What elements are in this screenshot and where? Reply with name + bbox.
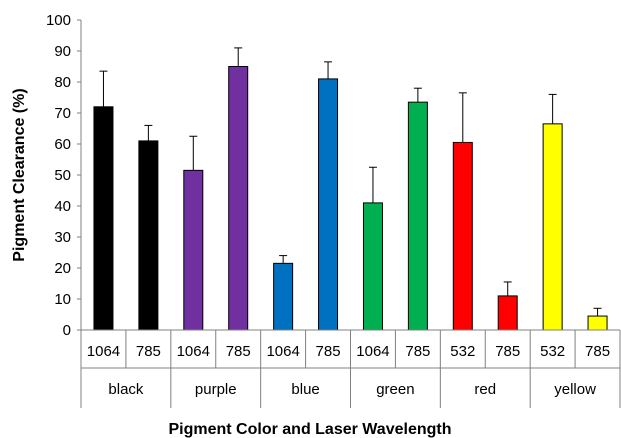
chart-bars: [93, 47, 608, 331]
x-tick-label-wavelength: 1064: [177, 343, 210, 360]
bar-purple-785: [228, 66, 249, 331]
chart-axes: [80, 20, 621, 408]
x-tick-label-wavelength: 532: [450, 343, 475, 360]
y-tick-label: 90: [54, 43, 71, 60]
x-group-label-red: red: [474, 381, 496, 398]
y-tick-label: 60: [54, 136, 71, 153]
x-tick-label-wavelength: 785: [316, 343, 341, 360]
bar-red-532: [452, 141, 473, 331]
x-axis-title: Pigment Color and Laser Wavelength: [168, 421, 451, 438]
x-tick-label-wavelength: 1064: [87, 343, 120, 360]
x-tick-label-wavelength: 785: [136, 343, 161, 360]
bar-blue-1064: [273, 262, 294, 331]
x-tick-label-wavelength: 532: [540, 343, 565, 360]
bar-black-785: [138, 140, 159, 331]
x-group-label-green: green: [376, 381, 414, 398]
x-tick-label-wavelength: 785: [226, 343, 251, 360]
y-tick-label: 0: [63, 322, 71, 339]
y-tick-label: 20: [54, 260, 71, 277]
x-group-label-blue: blue: [291, 381, 319, 398]
y-tick-label: 40: [54, 198, 71, 215]
y-axis-ticks: 0 10 20 30 40 50 60 70 80 90 100: [46, 12, 81, 339]
y-tick-label: 30: [54, 229, 71, 246]
x-axis-labels: 1064 785 black 1064 785 purple 1064 785 blue 1064…: [87, 343, 610, 398]
bar-blue-785: [318, 78, 339, 331]
bar-yellow-785: [587, 315, 608, 331]
x-tick-label-wavelength: 785: [585, 343, 610, 360]
y-tick-label: 80: [54, 74, 71, 91]
x-tick-label-wavelength: 785: [495, 343, 520, 360]
x-group-label-purple: purple: [195, 381, 237, 398]
y-tick-label: 50: [54, 167, 71, 184]
y-tick-label: 100: [46, 12, 71, 29]
x-group-label-black: black: [108, 381, 144, 398]
y-tick-label: 70: [54, 105, 71, 122]
bar-green-1064: [362, 202, 383, 331]
bar-purple-1064: [183, 169, 204, 331]
y-tick-label: 10: [54, 291, 71, 308]
bar-red-785: [497, 295, 518, 331]
x-group-label-yellow: yellow: [554, 381, 596, 398]
x-tick-label-wavelength: 1064: [266, 343, 299, 360]
bar-green-785: [407, 101, 428, 331]
bar-black-1064: [93, 106, 114, 331]
x-tick-label-wavelength: 785: [405, 343, 430, 360]
x-tick-label-wavelength: 1064: [356, 343, 389, 360]
bar-yellow-532: [542, 123, 563, 331]
y-axis-title: Pigment Clearance (%): [11, 88, 28, 261]
